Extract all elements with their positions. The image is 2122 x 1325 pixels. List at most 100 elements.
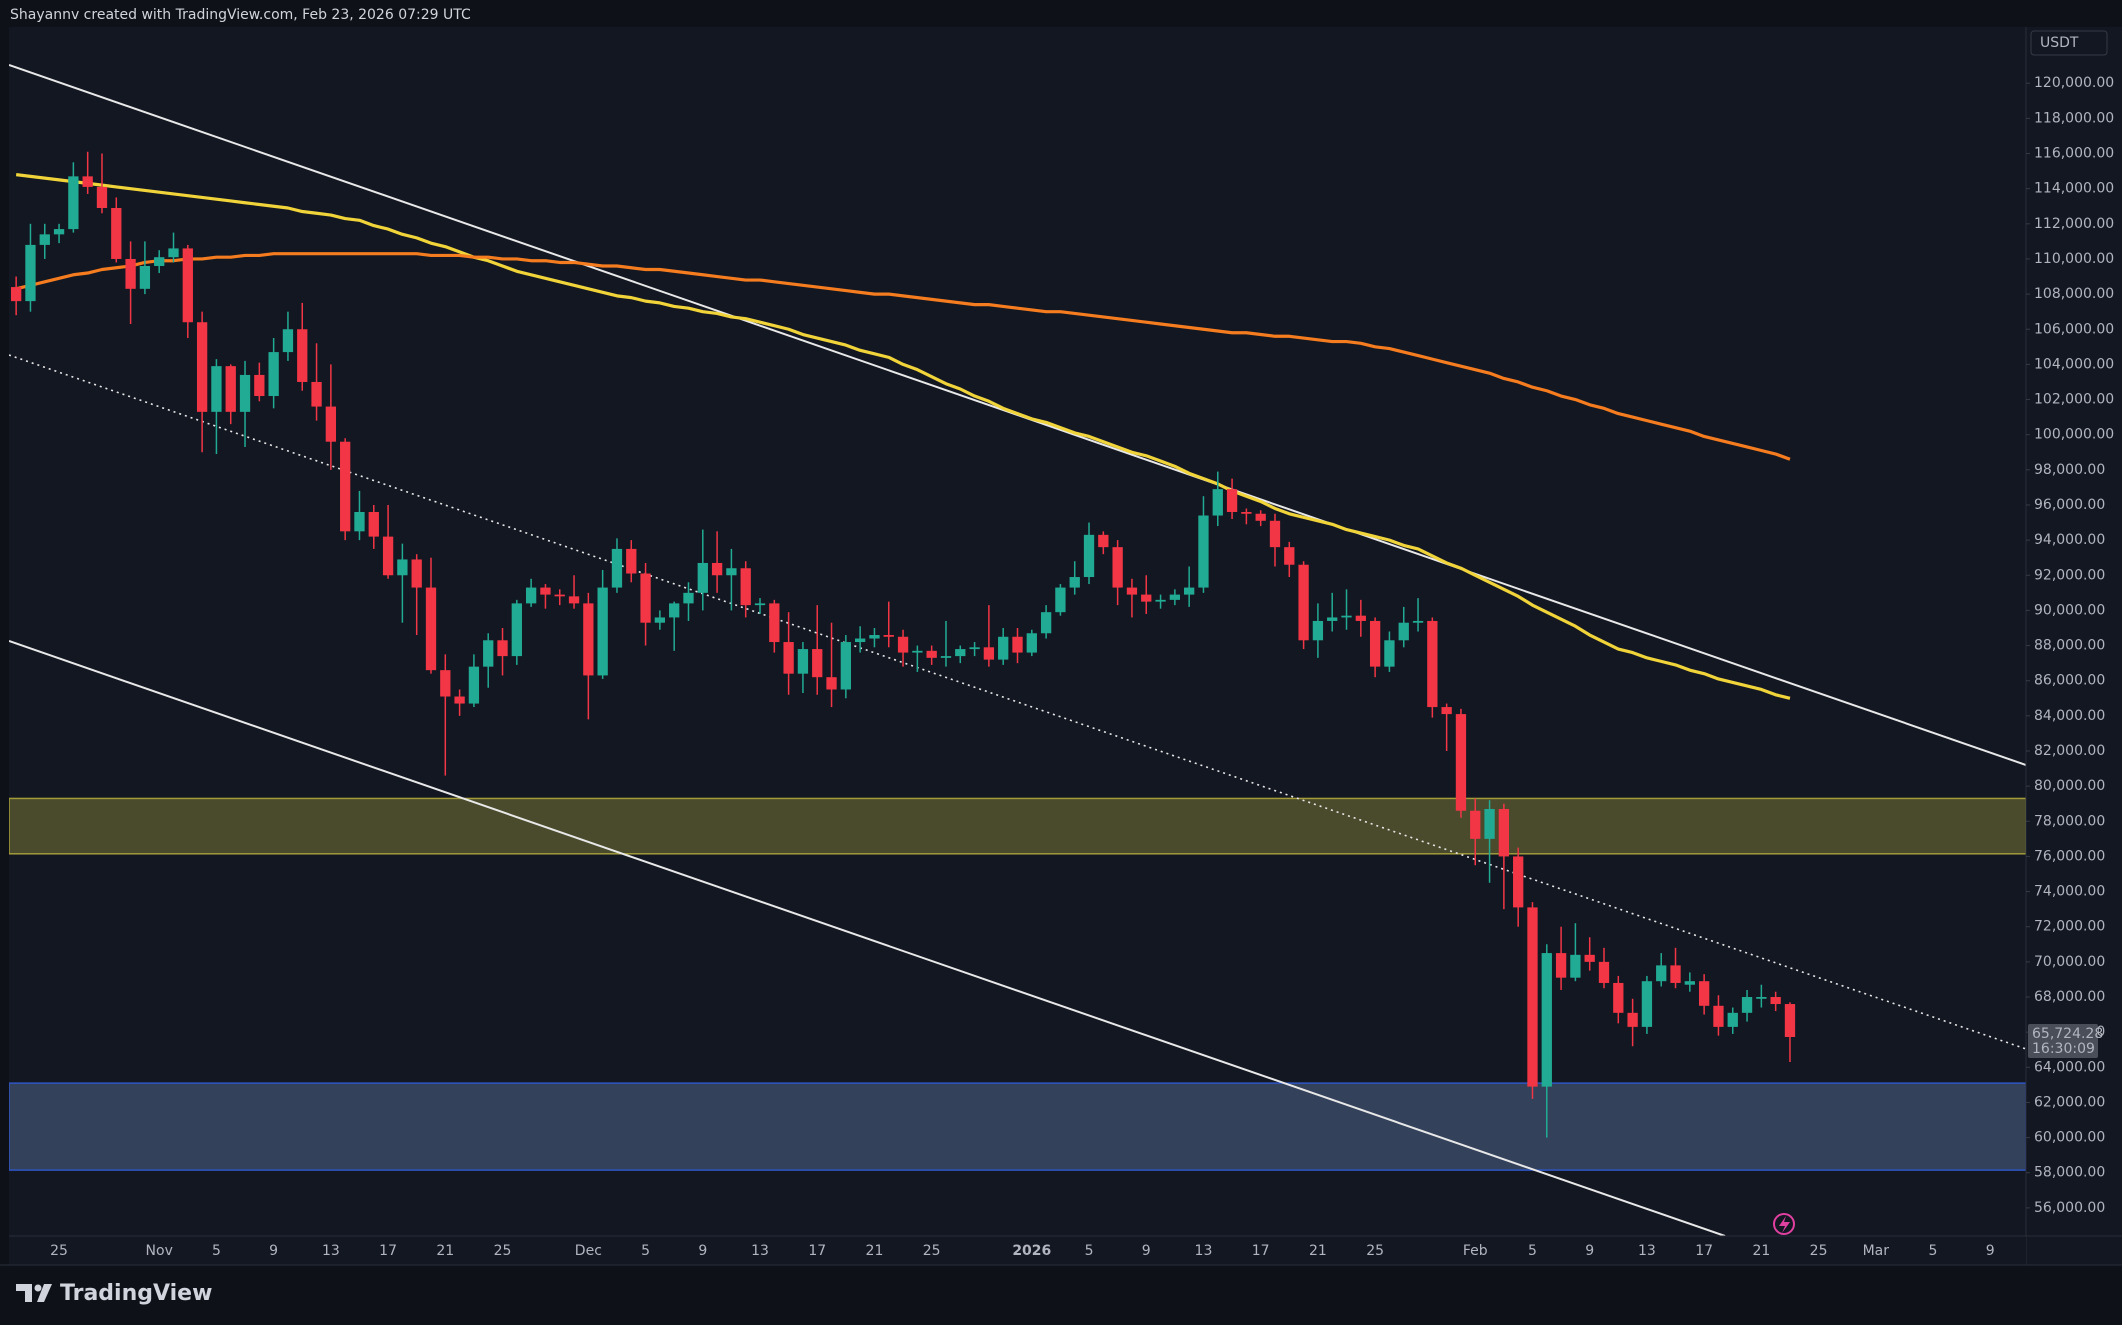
candle-body <box>1012 636 1023 653</box>
candle-body <box>840 642 851 690</box>
candle-body <box>1269 520 1281 548</box>
candle-body <box>1141 594 1152 602</box>
candle-body <box>382 536 394 576</box>
x-tick-label: 9 <box>1986 1243 1995 1259</box>
y-tick-label: 86,000.00 <box>2034 673 2105 689</box>
candle-body <box>1255 513 1266 521</box>
y-tick-label: 74,000.00 <box>2034 884 2105 900</box>
x-tick-label: 13 <box>322 1243 340 1259</box>
candle-body <box>912 650 923 653</box>
candle-body <box>1455 714 1467 811</box>
candle-body <box>96 186 108 208</box>
candle-body <box>1327 617 1338 621</box>
candle-body <box>1527 907 1538 1087</box>
candle-body <box>1398 622 1409 641</box>
candle-body <box>1641 981 1653 1027</box>
candle-body <box>1698 981 1710 1006</box>
candle-body <box>340 441 351 532</box>
candle-body <box>711 562 723 576</box>
y-tick-label: 70,000.00 <box>2034 954 2105 970</box>
x-tick-label: 2026 <box>1012 1243 1051 1259</box>
candle-body <box>411 559 422 588</box>
x-tick-label: Dec <box>575 1243 602 1259</box>
candle-body <box>1212 489 1223 516</box>
candle-body <box>926 650 937 658</box>
candle-body <box>1727 1012 1738 1027</box>
header-text: Shayannv created with TradingView.com, F… <box>10 7 471 23</box>
candle-body <box>1427 620 1438 708</box>
candle-body <box>1055 587 1066 613</box>
candle-body <box>1541 953 1552 1087</box>
candle-body <box>812 649 823 678</box>
y-tick-label: 92,000.00 <box>2034 567 2105 583</box>
y-tick-label: 84,000.00 <box>2034 708 2105 724</box>
candle-body <box>497 640 508 657</box>
x-tick-label: 17 <box>379 1243 397 1259</box>
candle-body <box>1684 981 1695 985</box>
y-tick-label: 96,000.00 <box>2034 497 2105 513</box>
candle-body <box>1169 594 1181 600</box>
candle-body <box>640 573 651 623</box>
candle-body <box>754 603 766 606</box>
y-tick-label: 62,000.00 <box>2034 1094 2105 1110</box>
plot <box>9 64 2026 1236</box>
candle-body <box>1026 633 1037 653</box>
alert-icon[interactable] <box>1773 1213 1795 1235</box>
x-tick-label: 17 <box>1695 1243 1713 1259</box>
candle-body <box>268 352 279 397</box>
x-tick-label: Nov <box>146 1243 173 1259</box>
candle-body <box>1656 965 1667 982</box>
candle-body <box>897 636 909 653</box>
x-tick-label: 5 <box>212 1243 221 1259</box>
candle-body <box>1298 564 1309 641</box>
x-tick-label: 5 <box>1929 1243 1938 1259</box>
candle-body <box>1083 534 1095 578</box>
candle-body <box>540 587 551 595</box>
y-tick-label: 110,000.00 <box>2034 251 2114 267</box>
candle-body <box>955 649 966 657</box>
price-zone <box>9 797 2026 855</box>
candle-body <box>869 635 880 639</box>
candle-body <box>282 329 294 353</box>
candle-body <box>969 647 980 650</box>
y-tick-label: 118,000.00 <box>2034 110 2114 126</box>
x-tick-label: 13 <box>1638 1243 1656 1259</box>
candle-body <box>797 649 809 674</box>
y-tick-label: 82,000.00 <box>2034 743 2105 759</box>
candle-body <box>1198 515 1209 588</box>
candle-body <box>1627 1012 1638 1027</box>
y-tick-label: 94,000.00 <box>2034 532 2105 548</box>
candle-body <box>1369 620 1381 667</box>
candle-body <box>1112 547 1123 588</box>
y-tick-label: 108,000.00 <box>2034 286 2114 302</box>
candle-body <box>1555 953 1567 978</box>
currency-box[interactable] <box>2030 30 2108 56</box>
candle-body <box>53 229 65 235</box>
logo-mark <box>16 1284 32 1302</box>
candle-body <box>139 265 151 289</box>
candle-body <box>397 559 408 576</box>
candle-body <box>1598 961 1610 983</box>
x-tick-label: 17 <box>808 1243 826 1259</box>
x-tick-label: 21 <box>436 1243 454 1259</box>
candle-body <box>1484 808 1495 839</box>
candle-body <box>1756 997 1767 999</box>
candle-body <box>1312 620 1324 641</box>
candle-body <box>440 670 451 697</box>
candle-body <box>1384 640 1395 667</box>
x-tick-label: 25 <box>1810 1243 1828 1259</box>
candle-body <box>568 596 580 604</box>
x-tick-label: 5 <box>1528 1243 1537 1259</box>
candle-body <box>826 677 837 690</box>
candle-body <box>82 176 93 187</box>
y-tick-label: 56,000.00 <box>2034 1200 2105 1216</box>
candle-body <box>1341 615 1352 618</box>
candle-body <box>611 548 623 588</box>
brand-name: TradingView <box>60 1281 212 1306</box>
candle-body <box>683 592 694 604</box>
logo-mark <box>37 1284 52 1302</box>
candle-body <box>154 257 165 266</box>
y-tick-label: 90,000.00 <box>2034 602 2105 618</box>
